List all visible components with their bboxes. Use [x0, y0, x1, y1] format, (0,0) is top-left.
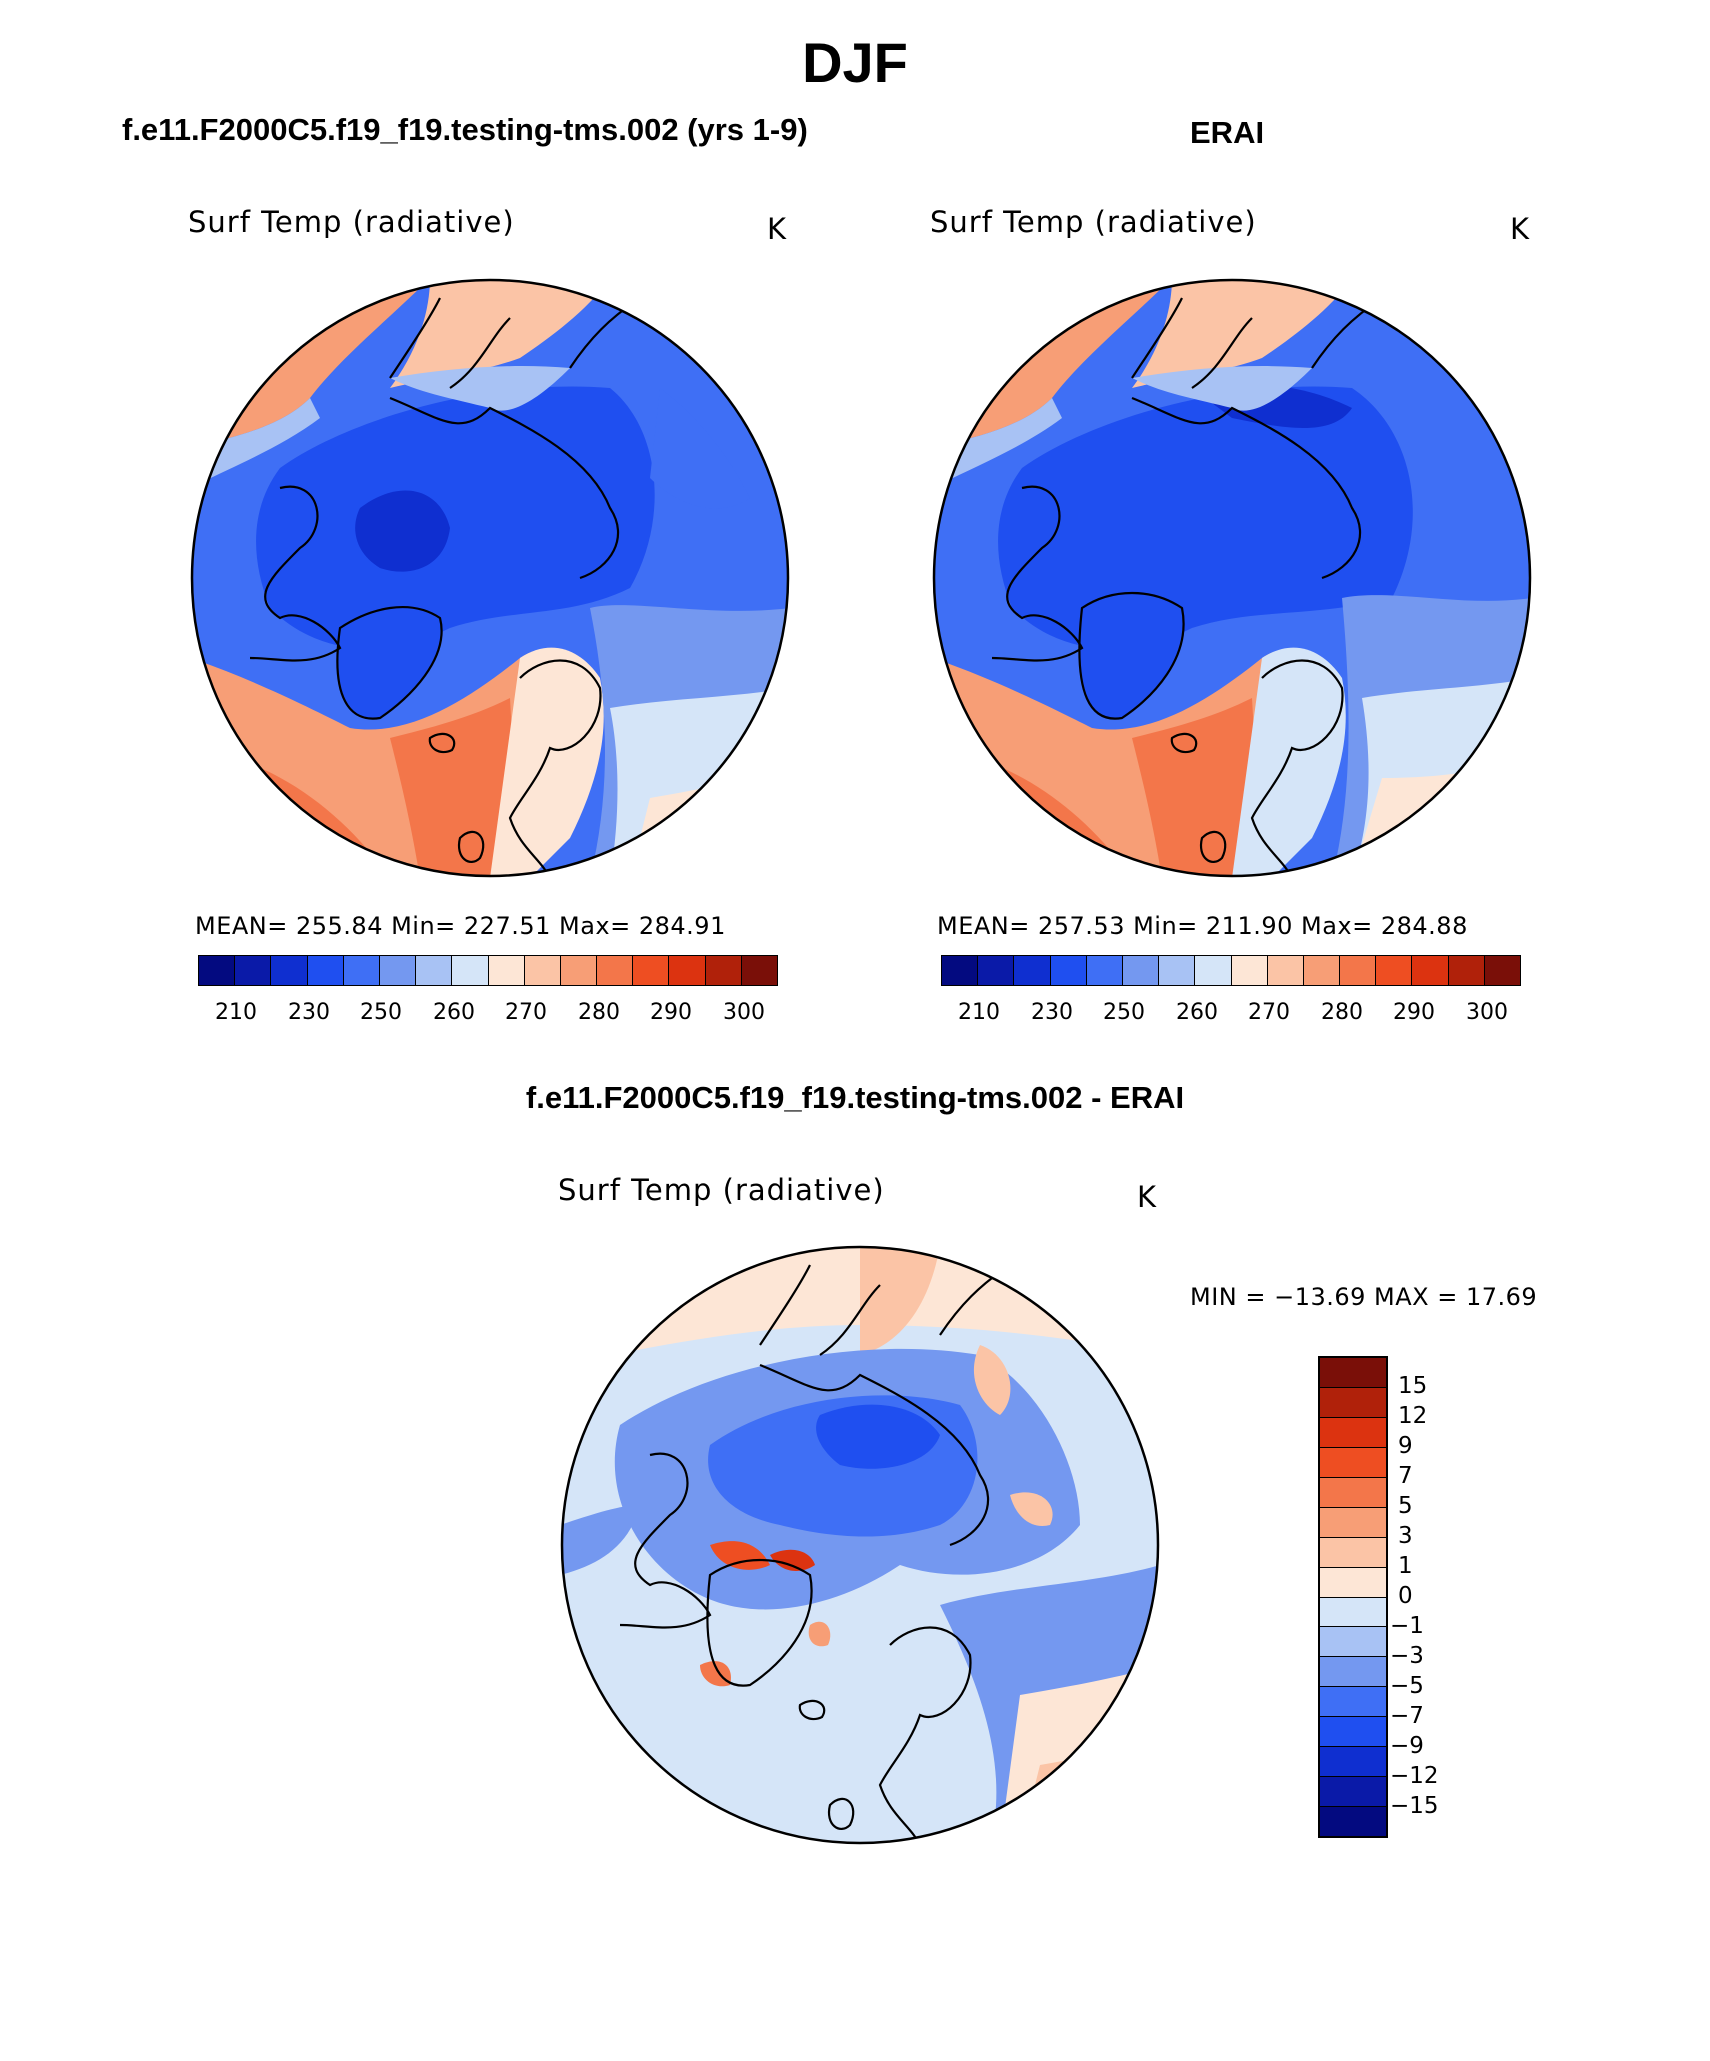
diff-cbar-tick: 7 — [1398, 1463, 1413, 1489]
model-europe-field — [490, 647, 604, 876]
obs-coastline-iceland — [1170, 732, 1198, 754]
obs-europe-field — [1232, 647, 1346, 876]
diff-cbar-tick: 0 — [1398, 1583, 1413, 1609]
diff-coastline-siberia — [759, 1363, 990, 1547]
model-colorbar — [198, 955, 778, 986]
diff-cbar-tick: −9 — [1390, 1733, 1424, 1759]
model-cbar-tick: 210 — [215, 1000, 257, 1025]
model-stats: MEAN= 255.84 Min= 227.51 Max= 284.91 — [195, 912, 726, 940]
diff-baffin-hotspot — [710, 1541, 770, 1570]
diff-units-label: K — [1137, 1180, 1158, 1214]
diff-cbar-tick: 5 — [1398, 1493, 1413, 1519]
model-warm-region-north — [390, 280, 610, 388]
obs-stats: MEAN= 257.53 Min= 211.90 Max= 284.88 — [937, 912, 1468, 940]
obs-cbar-tick: 210 — [958, 1000, 1000, 1025]
model-coldest-core — [355, 490, 450, 572]
model-north-atlantic-current — [390, 698, 520, 876]
obs-cbar-tick: 290 — [1393, 1000, 1435, 1025]
diff-strongest-negative — [816, 1404, 940, 1469]
diff-variable-label: Surf Temp (radiative) — [558, 1173, 885, 1207]
obs-coastline-scandinavia — [1250, 659, 1344, 876]
obs-coastline-british-isles — [1199, 830, 1227, 863]
diff-cbar-tick: 1 — [1398, 1553, 1413, 1579]
obs-north-atlantic-current — [1132, 698, 1262, 876]
diff-labrador-warm-spot — [700, 1661, 731, 1687]
model-map-border — [190, 278, 790, 878]
model-bering-transition — [390, 366, 570, 411]
obs-transition-band — [934, 398, 1062, 488]
model-variable-label: Surf Temp (radiative) — [188, 205, 515, 239]
model-coastline-greenland — [336, 606, 443, 720]
obs-variable-label: Surf Temp (radiative) — [930, 205, 1257, 239]
obs-units-label: K — [1510, 212, 1531, 246]
diff-stats: MIN = −13.69 MAX = 17.69 — [1190, 1283, 1538, 1311]
model-cbar-tick: 300 — [723, 1000, 765, 1025]
model-cbar-tick: 270 — [505, 1000, 547, 1025]
diff-siberia-positive — [973, 1345, 1011, 1415]
obs-cbar-tick: 280 — [1321, 1000, 1363, 1025]
obs-cbar-tick: 230 — [1031, 1000, 1073, 1025]
model-coastline-scandinavia — [508, 659, 602, 876]
obs-coastline-greenland — [1078, 592, 1185, 720]
obs-bering-transition — [1132, 366, 1312, 411]
diff-cbar-tick: −5 — [1390, 1673, 1424, 1699]
model-polar-map — [190, 278, 790, 878]
obs-arctic-core — [998, 386, 1413, 649]
model-cbar-tick: 280 — [578, 1000, 620, 1025]
obs-cbar-tick: 270 — [1248, 1000, 1290, 1025]
diff-positive-bering — [860, 1247, 940, 1355]
diff-cbar-tick: 15 — [1398, 1373, 1428, 1399]
diff-coastline-canada — [619, 1452, 712, 1629]
diff-iceland-warm-spot — [808, 1621, 831, 1647]
model-greenland-field — [337, 607, 442, 719]
obs-cbar-tick: 260 — [1176, 1000, 1218, 1025]
diff-cbar-tick: −12 — [1390, 1763, 1439, 1789]
diff-coastline-greenland — [706, 1559, 813, 1687]
model-cbar-tick: 260 — [433, 1000, 475, 1025]
diff-central-siberia-positive — [1010, 1492, 1053, 1526]
model-panel-heading: f.e11.F2000C5.f19_f19.testing-tms.002 (y… — [122, 112, 808, 147]
model-eurasia-mild — [610, 688, 788, 876]
model-coastline-british-isles — [457, 830, 485, 863]
obs-polar-map — [932, 278, 1532, 878]
diff-cbar-tick: −1 — [1390, 1613, 1424, 1639]
diff-colorbar — [1318, 1356, 1388, 1838]
model-transition-band — [192, 398, 320, 488]
model-coastline-iceland — [428, 732, 456, 754]
obs-panel-heading: ERAI — [1190, 115, 1265, 150]
diff-cbar-tick: 12 — [1398, 1403, 1428, 1429]
obs-warm-region-north — [1132, 280, 1352, 388]
model-alaska-field — [650, 388, 750, 509]
obs-coastline-siberia — [1131, 396, 1362, 580]
model-cbar-tick: 230 — [288, 1000, 330, 1025]
diff-greenland-hotspot — [770, 1549, 815, 1571]
obs-map-border — [932, 278, 1532, 878]
obs-coastline-canada — [991, 485, 1084, 662]
diff-coastline-iceland — [798, 1699, 826, 1721]
model-cbar-tick: 250 — [360, 1000, 402, 1025]
diff-cbar-tick: −7 — [1390, 1703, 1424, 1729]
figure-title: DJF — [802, 31, 908, 94]
model-coastline-siberia — [389, 396, 620, 580]
model-arctic-core — [256, 386, 655, 649]
diff-cbar-tick: −15 — [1390, 1793, 1439, 1819]
diff-panel-heading: f.e11.F2000C5.f19_f19.testing-tms.002 - … — [525, 1080, 1185, 1115]
obs-cbar-tick: 250 — [1103, 1000, 1145, 1025]
obs-cbar-tick: 300 — [1466, 1000, 1508, 1025]
model-cbar-tick: 290 — [650, 1000, 692, 1025]
diff-cbar-tick: 3 — [1398, 1523, 1413, 1549]
obs-colorbar — [941, 955, 1521, 986]
diff-cbar-tick: −3 — [1390, 1643, 1424, 1669]
diff-coastline-british-isles — [827, 1797, 855, 1830]
diff-cbar-tick: 9 — [1398, 1433, 1413, 1459]
diff-polar-map — [560, 1245, 1160, 1845]
diff-map-border — [560, 1245, 1160, 1845]
diff-coastline-scandinavia — [878, 1626, 972, 1843]
diff-canada-negative — [562, 1505, 640, 1575]
model-coastline-canada — [249, 485, 342, 662]
obs-greenland-field — [1079, 593, 1184, 719]
model-units-label: K — [767, 212, 788, 246]
